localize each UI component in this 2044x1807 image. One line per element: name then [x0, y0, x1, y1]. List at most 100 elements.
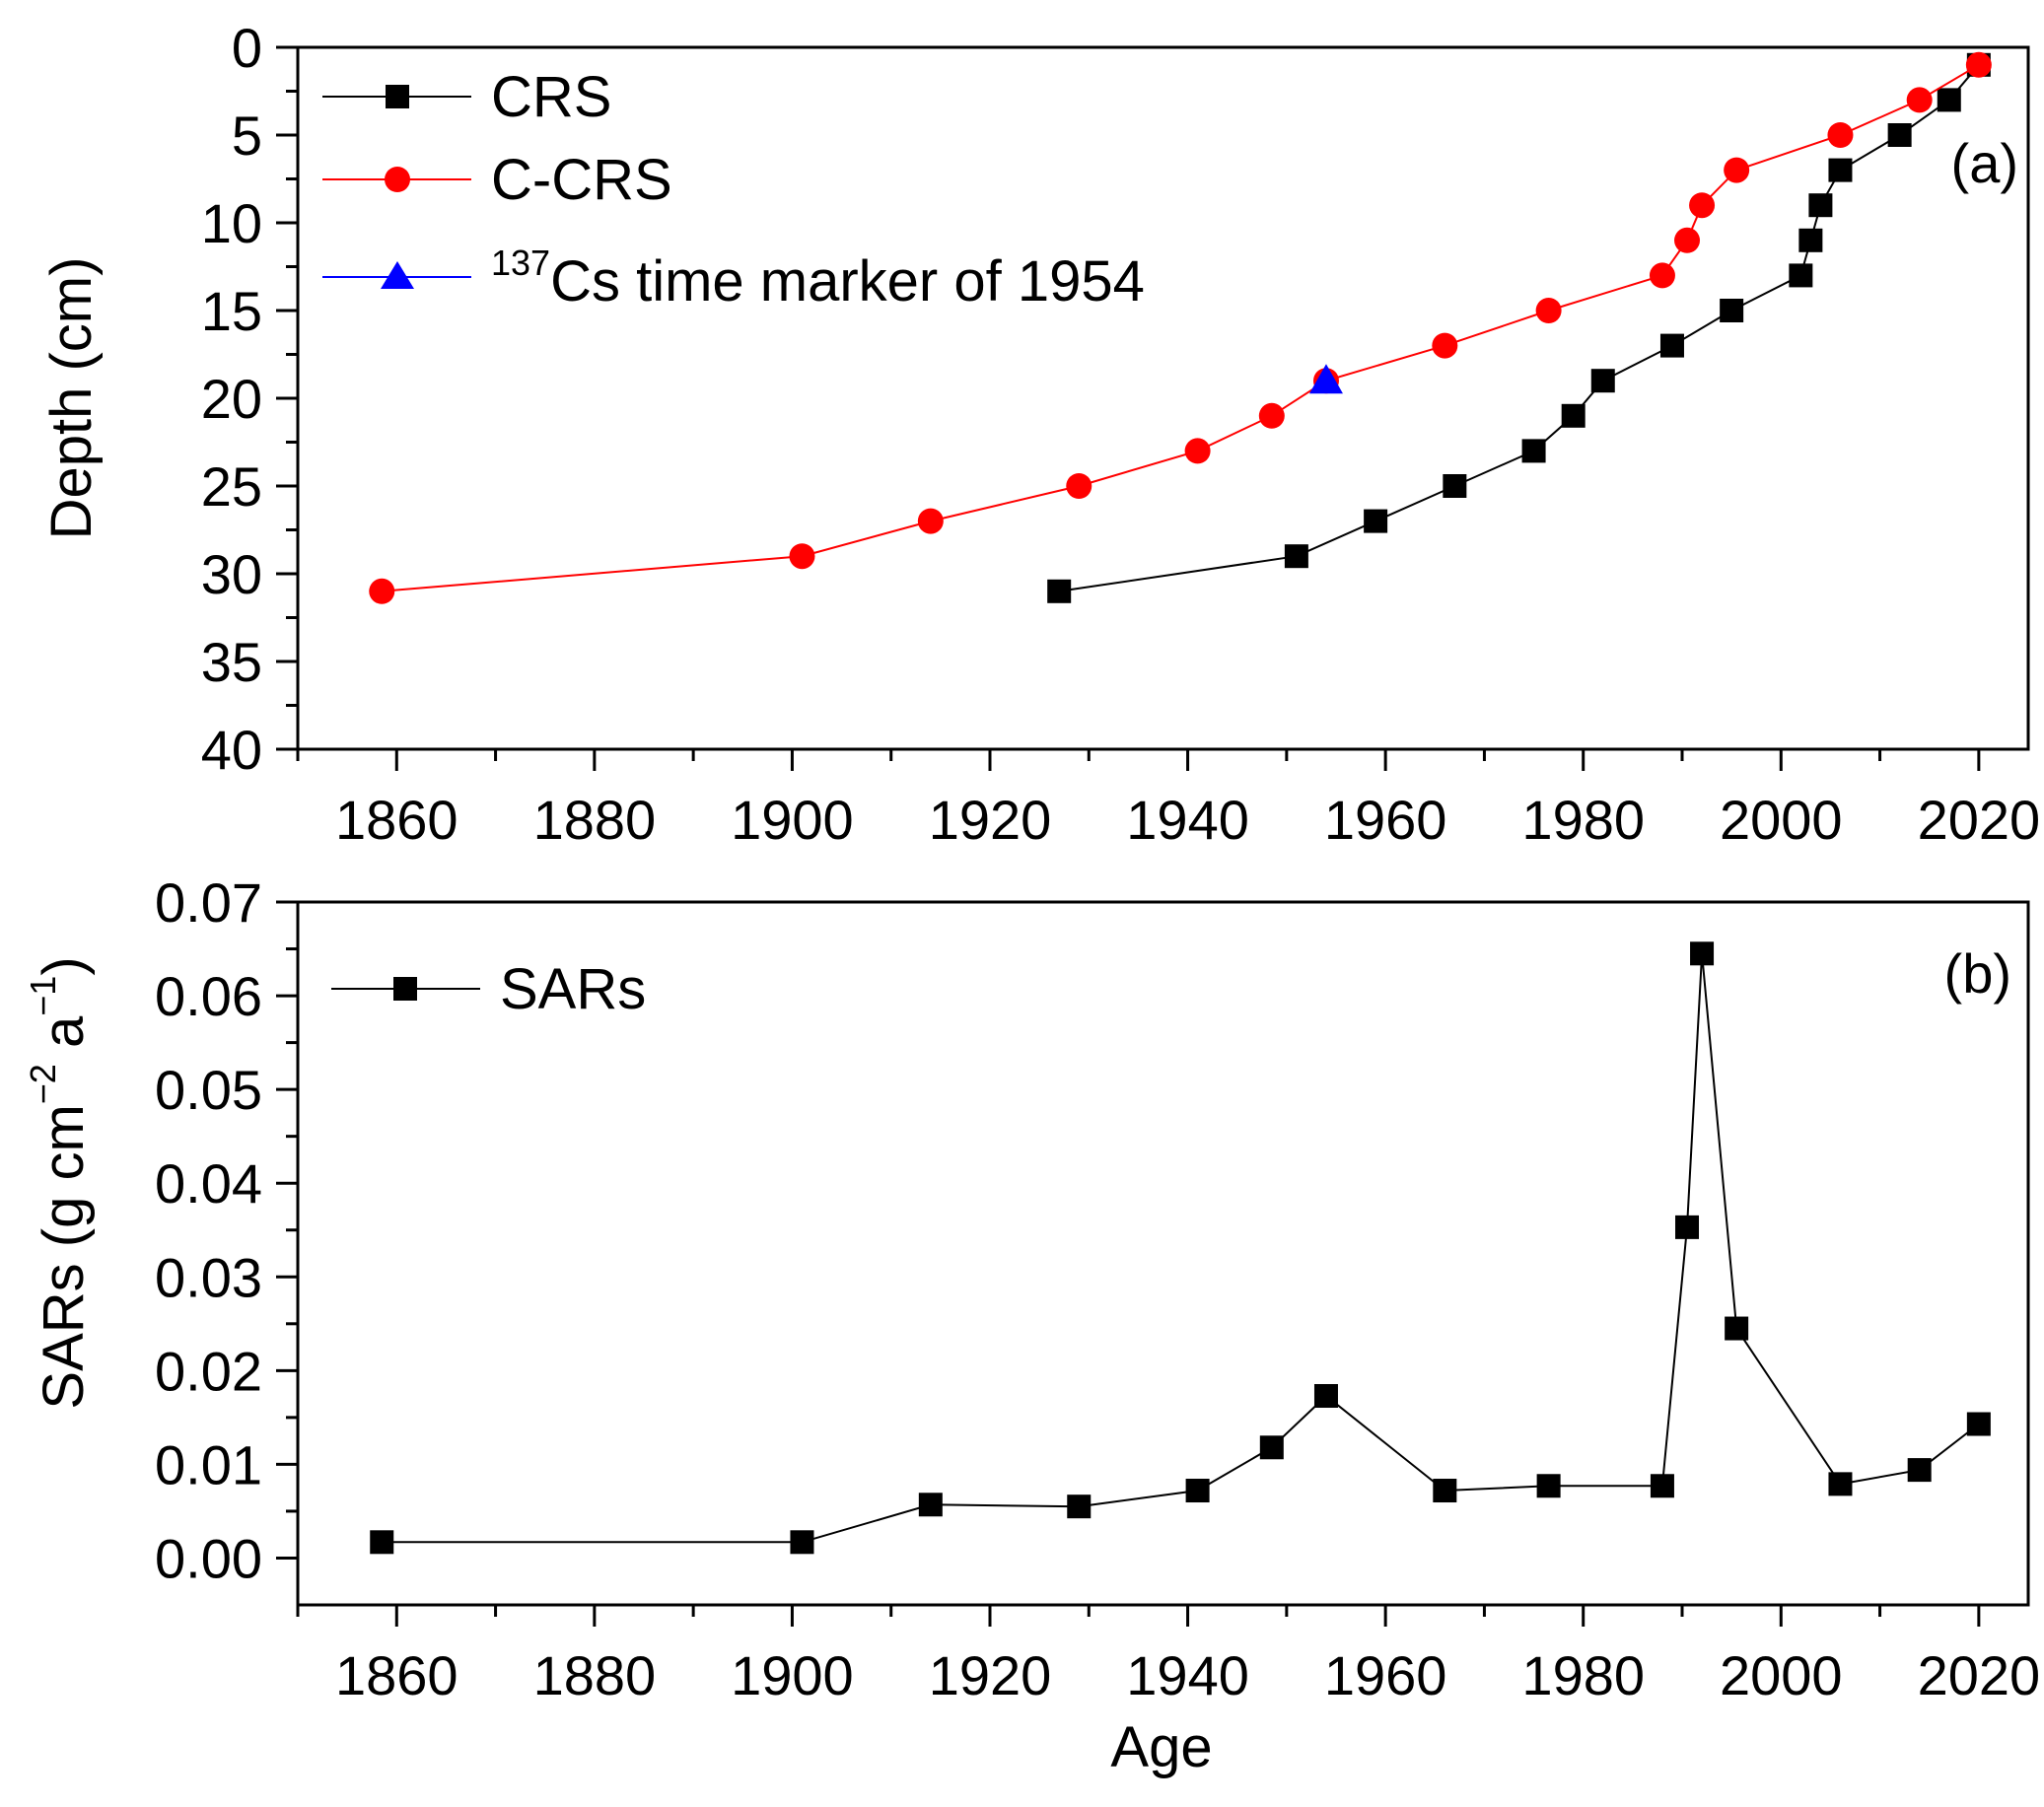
panel-a-x-axis: 1860 1880 1900 1920 1940 1960 1980 2000 2020	[296, 749, 2041, 851]
panel-b-x-tick-label-1920: 1920	[929, 1644, 1052, 1706]
panel-b-sars-point-2	[918, 1493, 943, 1517]
panel-a-chart: 1860 1880 1900 1920 1940 1960 1980 2000 2020 0 5 1…	[39, 17, 2040, 851]
panel-b-sars-point-8	[1536, 1474, 1561, 1498]
panel-a-crs-point-13	[1364, 509, 1388, 533]
panel-a-x-tick-label-1940: 1940	[1126, 789, 1249, 851]
panel-a-crs-line	[1059, 64, 1980, 592]
panel-a-y-tick-label-40: 40	[201, 719, 262, 781]
panel-b-y-title-part-1: SARs (g cm	[32, 1104, 96, 1409]
legend-sars-label: SARs	[500, 957, 646, 1021]
panel-a-c-crs-point-2	[1827, 122, 1854, 148]
panel-a-c-crs-point-1	[1906, 87, 1933, 113]
panel-a-crs-point-6	[1789, 263, 1813, 288]
panel-b-sars-point-11	[1690, 941, 1715, 966]
panel-b-x-tick-label-1900: 1900	[731, 1644, 854, 1706]
panel-a-y-tick-label-15: 15	[201, 280, 262, 342]
legend-cs-text: Cs time marker of 1954	[550, 249, 1145, 313]
panel-b-sars-point-9	[1650, 1474, 1674, 1498]
panel-a-x-tick-label-1880: 1880	[533, 789, 657, 851]
panel-a-c-crs-point-4	[1689, 192, 1716, 219]
panel-b-y-tick-label-0.03: 0.03	[155, 1246, 262, 1308]
panel-b-y-title-sup-1: −2	[23, 1064, 63, 1104]
panel-a-cs-marker-point-0	[1308, 364, 1343, 394]
panel-a-crs-point-2	[1887, 123, 1912, 147]
panel-a-crs-point-7	[1720, 299, 1744, 322]
panel-a-label: (a)	[1951, 132, 2018, 194]
legend-item-c-crs: C-CRS	[322, 148, 672, 212]
panel-b-sars-point-0	[370, 1530, 394, 1555]
panel-a-x-tick-label-2020: 2020	[1918, 789, 2041, 851]
panel-b-sars-point-12	[1725, 1316, 1749, 1341]
legend-item-crs: CRS	[322, 65, 611, 129]
panel-b-y-title-sup-2: −1	[23, 976, 63, 1016]
panel-a-c-crs-point-14	[789, 543, 815, 570]
panel-a-crs-point-11	[1521, 439, 1546, 463]
panel-b-label: (b)	[1944, 942, 2011, 1005]
legend-crs-label: CRS	[491, 65, 611, 129]
panel-b-sars-point-5	[1259, 1435, 1284, 1460]
panel-b-y-tick-label-0.02: 0.02	[155, 1340, 262, 1402]
panel-b-series	[370, 941, 1991, 1555]
panel-b-x-tick-label-1860: 1860	[335, 1644, 458, 1706]
panel-b-sars-point-3	[1067, 1494, 1092, 1519]
legend-cs-superscript: 137	[491, 243, 550, 283]
panel-b-y-tick-label-0.01: 0.01	[155, 1433, 262, 1495]
panel-b-y-tick-label-0.05: 0.05	[155, 1059, 262, 1121]
panel-a-c-crs-point-13	[917, 508, 944, 534]
panel-a-x-tick-label-2000: 2000	[1720, 789, 1843, 851]
legend-item-cs-marker: 137Cs time marker of 1954	[322, 243, 1145, 313]
panel-a-y-tick-label-35: 35	[201, 631, 262, 693]
panel-b-sars-point-13	[1828, 1472, 1853, 1496]
panel-a-c-crs-point-5	[1674, 227, 1701, 253]
panel-a-crs-point-15	[1047, 579, 1072, 603]
panel-b-x-axis: 1860 1880 1900 1920 1940 1960 1980 2000 2020	[296, 1605, 2041, 1706]
panel-a-c-crs-point-3	[1724, 157, 1750, 183]
panel-a-y-tick-label-30: 30	[201, 543, 262, 605]
panel-a-crs-point-3	[1828, 158, 1853, 182]
panel-a-crs-point-4	[1808, 193, 1833, 218]
panel-b-sars-line	[382, 953, 1980, 1544]
panel-b-legend: SARs	[331, 957, 646, 1021]
panel-b-sars-point-15	[1966, 1412, 1991, 1436]
panel-b-chart: 1860 1880 1900 1920 1940 1960 1980 2000 2020 0.0…	[23, 871, 2040, 1779]
panel-a-y-tick-label-0: 0	[232, 17, 262, 79]
panel-b-sars-point-14	[1907, 1458, 1932, 1483]
panel-a-crs-point-14	[1284, 544, 1308, 569]
legend-sars-marker	[393, 977, 417, 1001]
panel-a-c-crs-point-10	[1258, 402, 1285, 429]
panel-a-x-tick-label-1860: 1860	[335, 789, 458, 851]
legend-cs-marker	[381, 261, 414, 289]
panel-b-y-title-part-2: a	[32, 1015, 96, 1064]
panel-b-y-tick-label-0.06: 0.06	[155, 965, 262, 1027]
panel-a-c-crs-point-11	[1184, 438, 1211, 464]
panel-a-c-crs-point-12	[1066, 473, 1092, 499]
panel-a-series	[369, 51, 1992, 604]
panel-a-c-crs-point-8	[1432, 332, 1458, 359]
panel-a-legend: CRS C-CRS 137Cs time marker of 1954	[322, 65, 1145, 313]
panel-b-sars-point-10	[1675, 1215, 1700, 1239]
panel-a-c-crs-point-7	[1535, 298, 1562, 323]
panel-b-y-tick-label-0.07: 0.07	[155, 871, 262, 934]
panel-b-sars-point-7	[1433, 1479, 1457, 1503]
legend-c-crs-label: C-CRS	[491, 148, 672, 212]
panel-a-y-axis: 0 5 10 15 20 25 30 35 40	[201, 17, 298, 781]
panel-b-x-tick-label-1880: 1880	[533, 1644, 657, 1706]
panel-b-y-tick-label-0.00: 0.00	[155, 1527, 262, 1589]
panel-b-x-tick-label-2020: 2020	[1918, 1644, 2041, 1706]
panel-b-y-title-part-3: )	[32, 956, 96, 975]
panel-a-x-tick-label-1980: 1980	[1521, 789, 1645, 851]
panel-a-x-tick-label-1960: 1960	[1324, 789, 1447, 851]
panel-b-sars-point-4	[1185, 1479, 1210, 1503]
panel-a-y-tick-label-25: 25	[201, 455, 262, 518]
panel-b-x-tick-label-1940: 1940	[1126, 1644, 1249, 1706]
panel-a-crs-point-12	[1443, 474, 1467, 498]
panel-a-c-crs-point-0	[1965, 51, 1992, 78]
panel-b-x-tick-label-1960: 1960	[1324, 1644, 1447, 1706]
panel-a-c-crs-point-6	[1649, 262, 1675, 289]
panel-a-crs-point-1	[1937, 88, 1961, 112]
panel-a-x-tick-label-1920: 1920	[929, 789, 1052, 851]
panel-a-c-crs-line	[382, 63, 1980, 592]
panel-a-crs-point-10	[1561, 403, 1586, 428]
panel-b-plot-frame	[296, 900, 2030, 1607]
panel-b-sars-point-1	[790, 1530, 814, 1555]
